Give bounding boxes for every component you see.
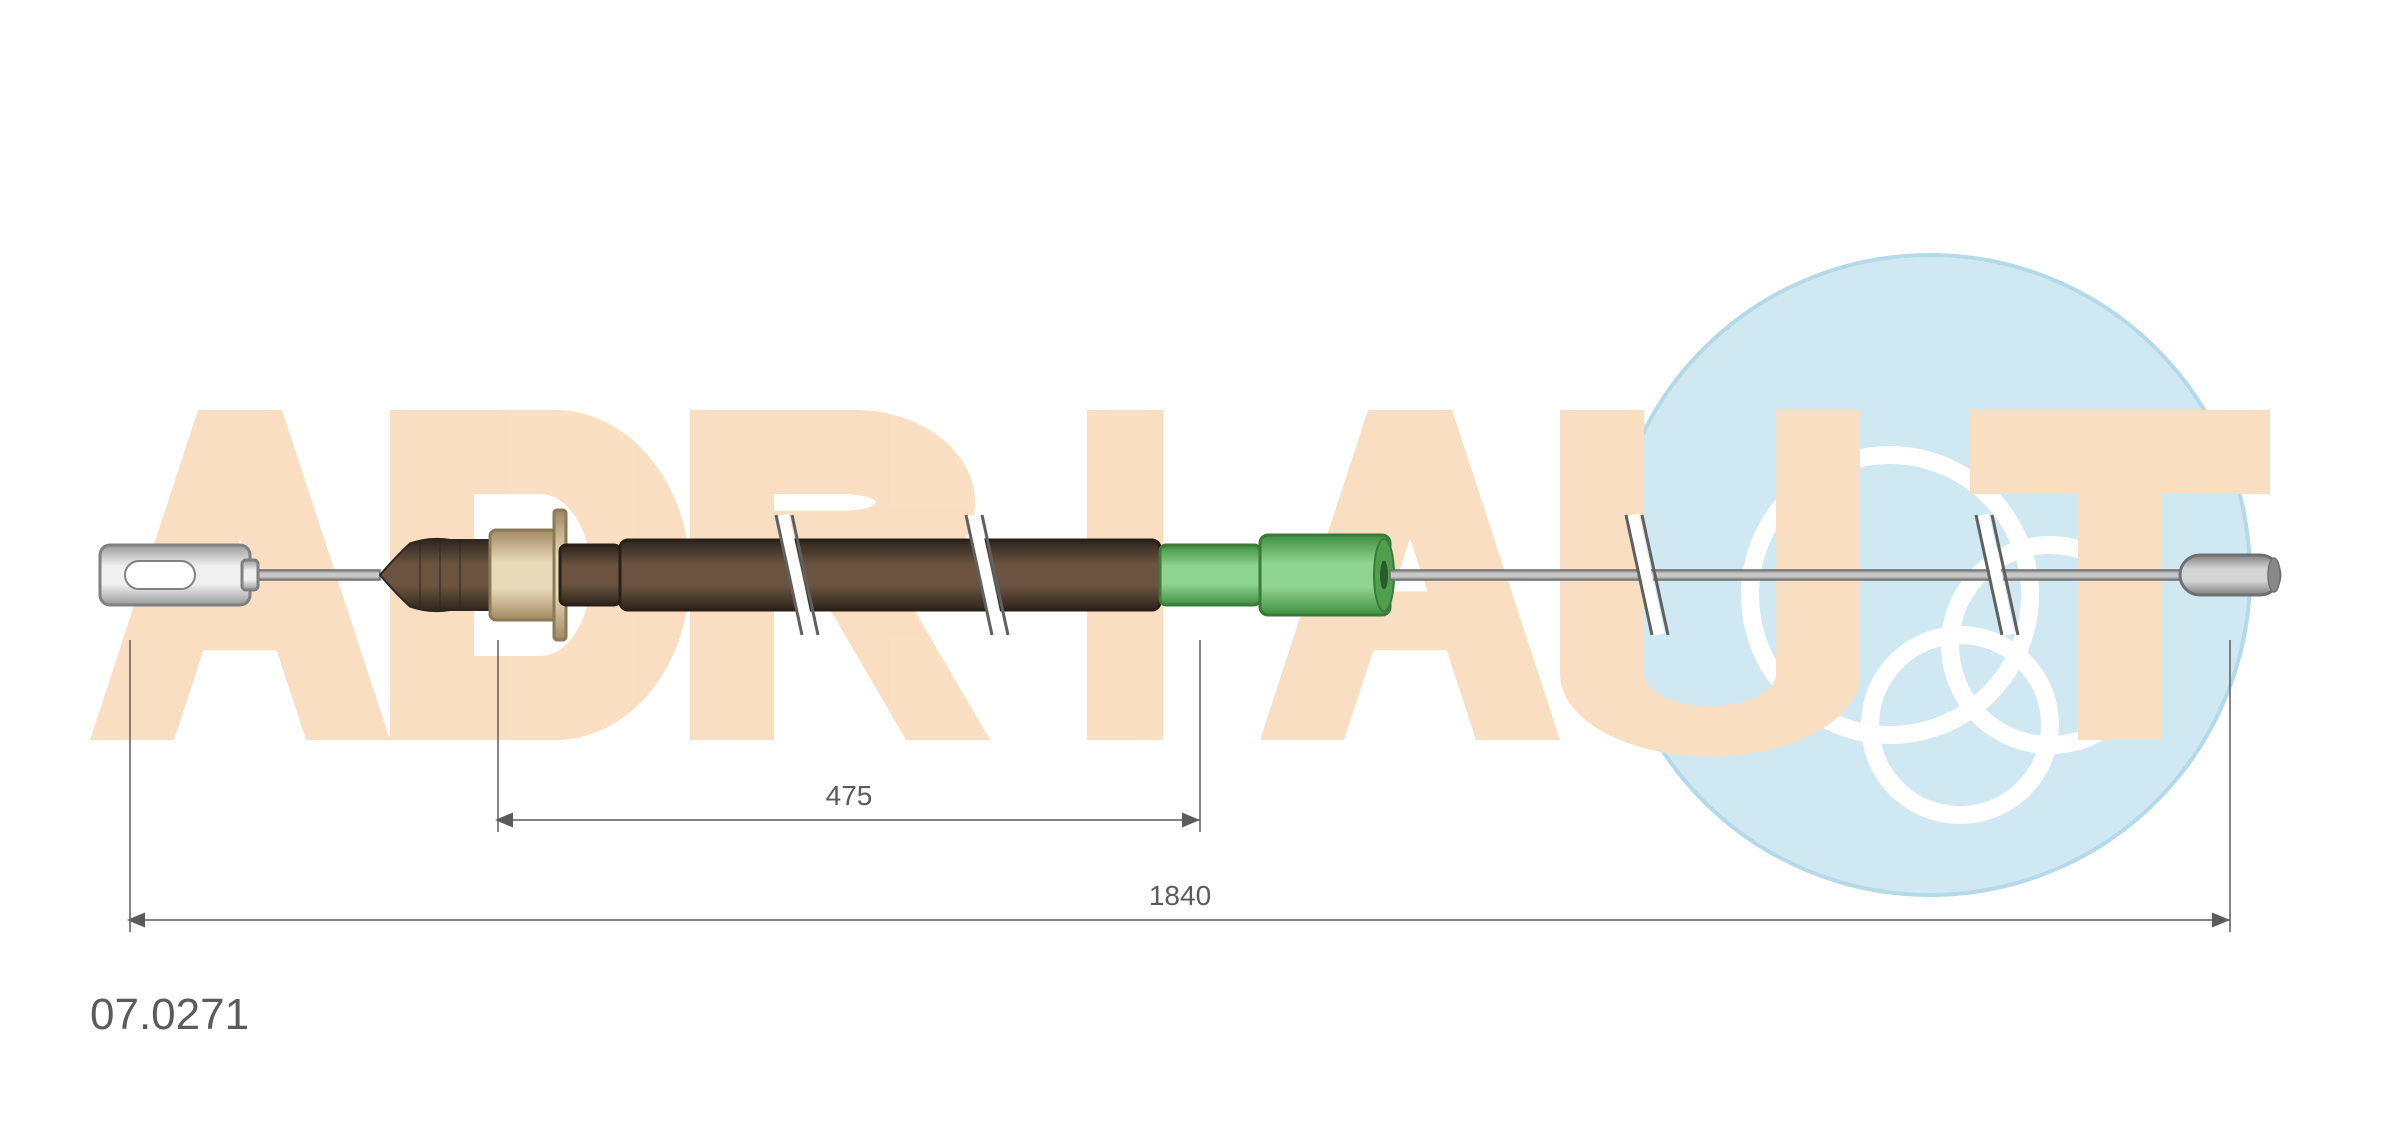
cable-drawing — [0, 0, 2381, 1134]
dimension-label-inner: 475 — [826, 780, 873, 812]
dimension-label-outer: 1840 — [1149, 880, 1211, 912]
diagram-stage: 475 1840 07.0271 — [0, 0, 2381, 1134]
part-number: 07.0271 — [90, 990, 249, 1040]
